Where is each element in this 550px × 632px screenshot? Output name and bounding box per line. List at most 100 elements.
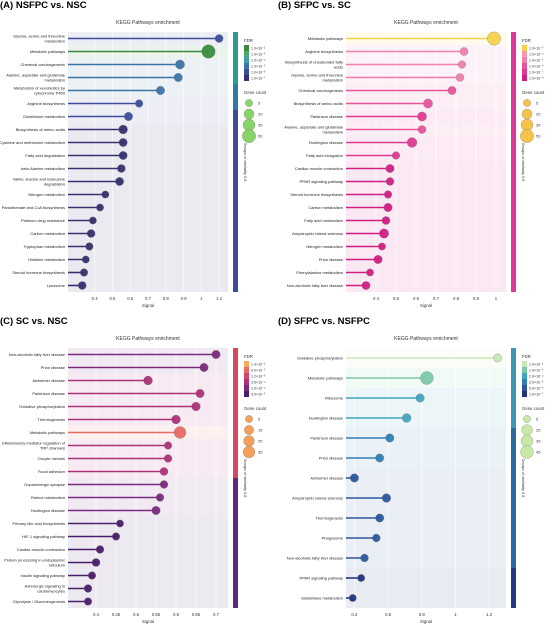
lollipop-point [91, 558, 101, 567]
term-label: Alanine, aspartate and glutamate metaboli… [6, 73, 65, 83]
lollipop-point [214, 34, 224, 43]
size-legend-title: Gene count [522, 90, 545, 95]
lollipop-point [360, 553, 369, 563]
lollipop-point [96, 203, 104, 212]
term-label: Alzheimer disease [310, 476, 343, 481]
term-label: Phenylalanine metabolism [296, 270, 343, 275]
term-label: Oxidative phosphorylation [19, 404, 65, 409]
fdr-swatch [522, 57, 527, 63]
x-tick-label: 0.9 [181, 296, 188, 301]
size-legend-point [523, 415, 531, 423]
chart-a: KEGG Pathways enrichment Glycine, serine … [0, 20, 267, 308]
size-legend-title: Gene count [244, 90, 267, 95]
lollipop-point [384, 190, 392, 199]
term-label-line: metabolism [45, 39, 66, 44]
term-label-line: Parkinson disease [310, 436, 343, 441]
term-label-line: Cardiac muscle contraction [17, 547, 65, 552]
term-label-line: Phenylalanine metabolism [296, 270, 343, 275]
row-background [346, 162, 506, 175]
size-legend-point [520, 445, 534, 459]
term-label: Glycolysis / Gluconeogenesis [13, 599, 65, 604]
term-label: Huntington disease [31, 508, 66, 513]
term-label-line: Non-alcoholic fatty liver disease [287, 283, 344, 288]
term-label-line: PPAR signaling pathway [299, 576, 343, 581]
term-label: Histidine metabolism [28, 257, 66, 262]
term-label: Metabolic pathways [30, 49, 65, 54]
term-label: Arginine biosynthesis [305, 49, 343, 54]
group-bar [511, 32, 516, 292]
fdr-swatch [244, 367, 249, 373]
lollipop-point [86, 229, 96, 238]
term-label: Fatty acid degradation [25, 153, 65, 158]
chart-b: KEGG Pathways enrichment Metabolic pathwa… [284, 20, 545, 308]
lollipop-point [118, 138, 128, 147]
lollipop-point [447, 86, 457, 95]
size-legend-point [245, 415, 253, 423]
term-label: Ribosome [325, 396, 344, 401]
term-label: Chemical carcinogenesis [299, 88, 343, 93]
term-label-line: Insulin signaling pathway [21, 573, 65, 578]
size-legend-point [244, 425, 254, 435]
x-tick-label: 1.1 [216, 296, 223, 301]
fdr-swatch [522, 361, 527, 367]
lollipop-point [350, 473, 359, 483]
term-label: Lysosome [47, 283, 66, 288]
size-legend-point [520, 434, 534, 448]
term-label-line: beta-Alanine metabolism [21, 166, 66, 171]
x-tick-label: 0.45 [112, 612, 121, 617]
lollipop-point [112, 532, 120, 541]
term-label: Protein processing in endoplasmic reticul… [4, 558, 66, 568]
term-label: Biosynthesis of amino acids [294, 101, 343, 106]
fdr-legend-title: FDR [522, 354, 531, 359]
x-tick-label: 0.7 [145, 296, 152, 301]
row-background [346, 279, 506, 292]
fdr-legend-label: 3.0×10⁻⁵ [529, 381, 544, 385]
term-label-line: Glutathione metabolism [301, 596, 344, 601]
term-label-line: metabolism [323, 130, 344, 135]
term-label-line: Nitrogen metabolism [306, 244, 343, 249]
lollipop-point [81, 255, 90, 264]
lollipop-point [366, 268, 374, 277]
term-label: Thermogenesis [315, 516, 343, 521]
term-label: Metabolic pathways [308, 36, 343, 41]
group-bar [233, 478, 238, 608]
lollipop-point [159, 467, 169, 476]
term-label-line: Glycine, serine and threonine [13, 34, 66, 39]
lollipop-point [381, 216, 391, 225]
fdr-legend-label: 1.0×10⁻⁴ [251, 387, 266, 391]
lollipop-point [423, 98, 433, 109]
term-label-line: HIF-1 signaling pathway [22, 534, 65, 539]
term-label: Prion disease [319, 257, 344, 262]
fdr-swatch [244, 379, 249, 385]
term-label: Platinum drug resistance [21, 218, 66, 223]
lollipop-point [357, 574, 365, 582]
size-legend-label: 45 [536, 450, 541, 455]
term-label-line: Thermogenesis [37, 417, 65, 422]
fdr-legend-label: 3.5×10⁻⁴ [251, 381, 266, 385]
lollipop-point [101, 190, 110, 199]
lollipop-point [164, 441, 172, 450]
lollipop-point [361, 281, 371, 290]
term-label-line: Steroid hormone biosynthesis [12, 270, 65, 275]
term-label-line: Huntington disease [31, 508, 66, 513]
lollipop-point [487, 31, 501, 46]
term-label: Glutathione metabolism [23, 114, 66, 119]
term-label-line: cardiomyocytes [37, 589, 65, 594]
term-label-line: Biosynthesis of unsaturated fatty [285, 60, 343, 65]
term-label-line: Glutathione metabolism [23, 114, 66, 119]
lollipop-point [84, 597, 92, 606]
x-axis-label: Signal [420, 619, 432, 624]
term-label: Tryptophan metabolism [23, 244, 65, 249]
lollipop-point [124, 112, 133, 121]
lollipop-point [455, 73, 465, 82]
term-label-line: Carbon metabolism [308, 205, 343, 210]
fdr-swatch [522, 373, 527, 379]
term-label-line: Dopaminergic synapse [24, 482, 65, 487]
lollipop-point [83, 584, 93, 593]
size-legend-label: 5 [536, 417, 539, 422]
fdr-legend-title: FDR [244, 38, 253, 43]
term-label: Retinol metabolism [31, 495, 66, 500]
term-label-line: Histidine metabolism [28, 257, 66, 262]
lollipop-point [379, 228, 389, 239]
x-tick-label: 0.8 [453, 296, 460, 301]
